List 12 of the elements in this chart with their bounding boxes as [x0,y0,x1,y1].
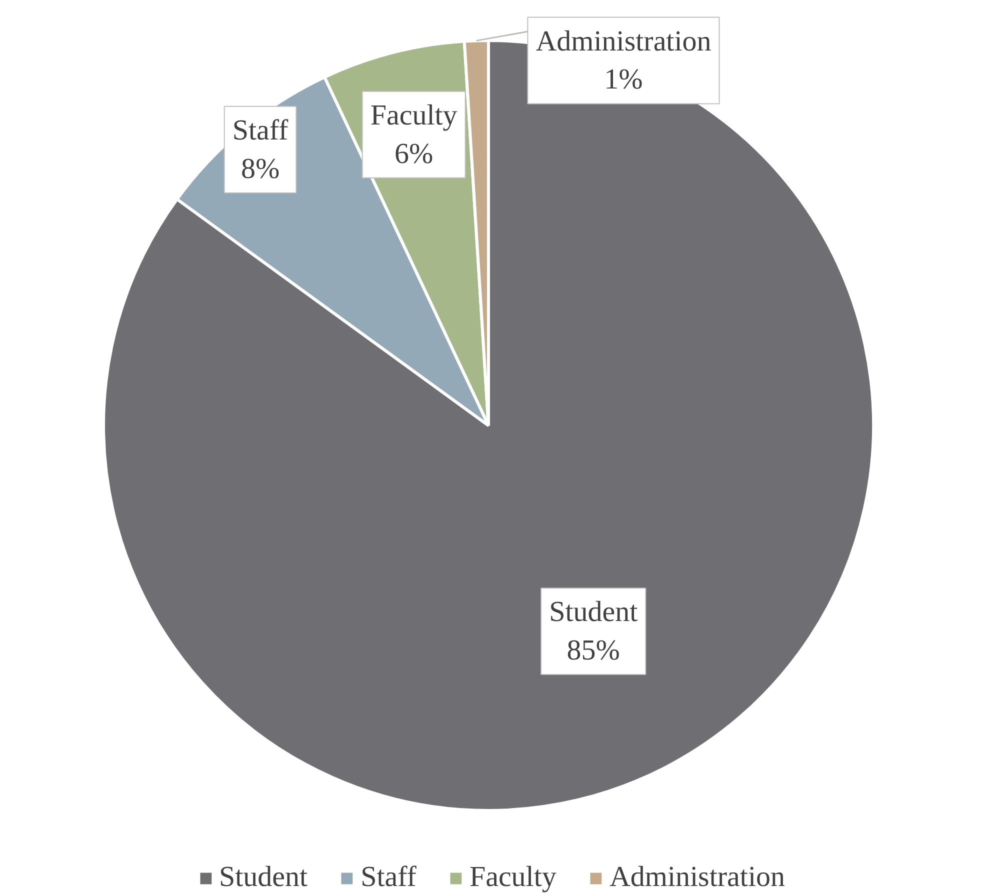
legend-label: Student [218,861,308,894]
data-label: 8% [240,152,280,185]
slice-label: Faculty [370,99,458,132]
slice-label: Staff [232,114,289,146]
slice-label: Student [549,596,638,628]
legend-label: Faculty [469,861,556,894]
slice-label: Administration [536,25,712,58]
legend-label: Administration [609,861,786,894]
data-label: 6% [394,138,434,170]
data-label: 85% [566,634,620,667]
data-label: 1% [604,64,643,96]
legend-label: Staff [360,861,416,894]
